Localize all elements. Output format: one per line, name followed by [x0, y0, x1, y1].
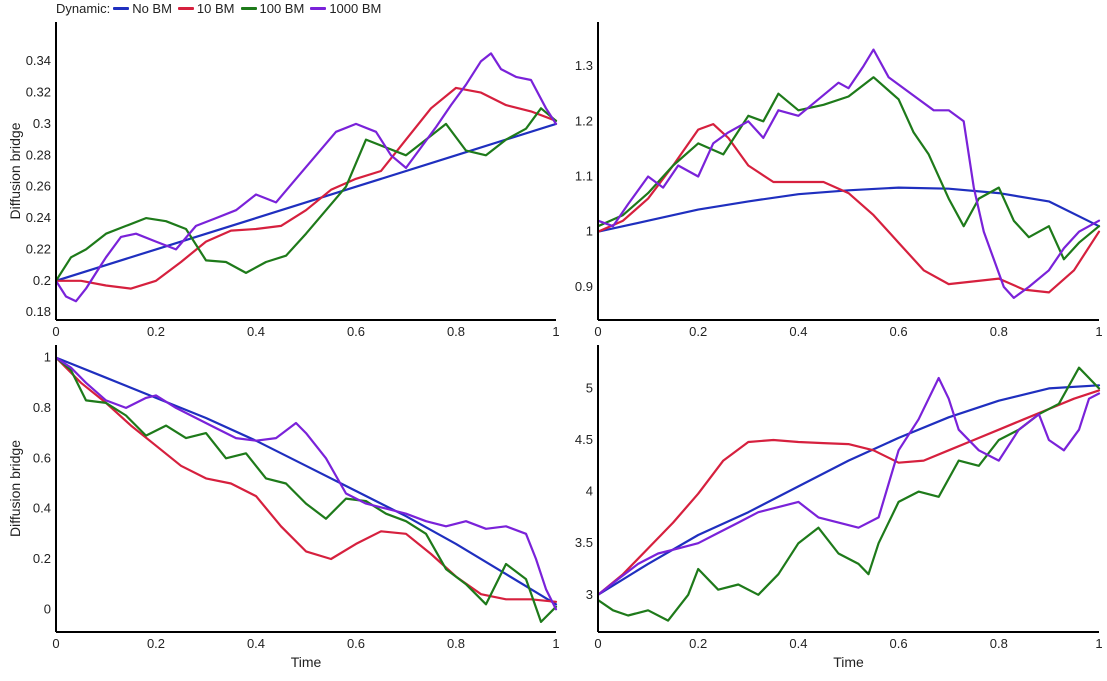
x-tick-label: 0	[52, 636, 59, 651]
x-tick-label: 0.2	[689, 324, 707, 339]
series-group	[598, 48, 1101, 299]
series-line-100-bm	[598, 366, 1101, 622]
panel-2: 0.9 1 1.1 1.2 1.3 0 0.2 0.4 0.6 0.8 1	[575, 22, 1103, 339]
y-tick-label: 0.6	[33, 450, 51, 465]
x-tick-label: 0.8	[447, 324, 465, 339]
series-line-100-bm	[56, 356, 558, 624]
y-tick-label: 3.5	[575, 535, 593, 550]
y-axis-title: Diffusion bridge	[7, 122, 23, 219]
x-tick-label: 0.2	[689, 636, 707, 651]
legend-label-10-bm: 10 BM	[196, 0, 235, 16]
series-line-no-bm	[598, 186, 1101, 233]
y-tick-label: 0	[44, 601, 51, 616]
series-line-10-bm	[56, 356, 558, 603]
y-tick-label: 0.9	[575, 279, 593, 294]
x-axis-title: Time	[291, 654, 322, 670]
x-tick-label: 0.8	[990, 324, 1008, 339]
series-line-no-bm	[598, 384, 1101, 596]
series-line-10-bm	[598, 389, 1101, 596]
legend-item-10-bm[interactable]: 10 BM	[177, 0, 235, 16]
series-line-10-bm	[56, 86, 558, 290]
x-tick-label: 1	[552, 636, 559, 651]
x-tick-label: 0.2	[147, 324, 165, 339]
y-tick-label: 1.2	[575, 113, 593, 128]
legend-label-1000-bm: 1000 BM	[329, 0, 382, 16]
x-tick-label: 0	[52, 324, 59, 339]
x-tick-label: 0	[594, 636, 601, 651]
panel-4: 3 3.5 4 4.5 5 0 0.2 0.4 0.6 0.8 1 Time	[575, 345, 1103, 670]
y-tick-label: 0.34	[26, 53, 51, 68]
y-tick-label: 5	[586, 380, 593, 395]
series-line-no-bm	[56, 122, 558, 282]
x-tick-label: 0.6	[347, 636, 365, 651]
y-tick-label: 0.18	[26, 304, 51, 319]
y-tick-label: 1	[44, 350, 51, 365]
legend-swatch-10-bm	[177, 6, 194, 10]
series-group	[56, 52, 558, 303]
series-line-1000-bm	[598, 376, 1101, 596]
y-tick-label: 0.26	[26, 179, 51, 194]
y-tick-label: 0.32	[26, 85, 51, 100]
legend-swatch-100-bm	[240, 6, 257, 10]
y-tick-label: 0.2	[33, 273, 51, 288]
y-tick-label: 1	[586, 224, 593, 239]
y-tick-label: 0.8	[33, 400, 51, 415]
y-tick-label: 4.5	[575, 432, 593, 447]
series-group	[598, 366, 1101, 622]
series-line-1000-bm	[598, 48, 1101, 299]
y-tick-label: 0.24	[26, 210, 51, 225]
x-tick-label: 0.6	[890, 324, 908, 339]
x-tick-label: 1	[1095, 636, 1102, 651]
y-tick-label: 4	[586, 484, 593, 499]
x-axis-title: Time	[833, 654, 864, 670]
series-line-100-bm	[598, 76, 1101, 261]
legend-item-100-bm[interactable]: 100 BM	[240, 0, 305, 16]
x-tick-label: 0.8	[990, 636, 1008, 651]
y-tick-label: 1.1	[575, 169, 593, 184]
y-tick-label: 3	[586, 587, 593, 602]
panel-1: 0.18 0.2 0.22 0.24 0.26 0.28 0.3 0.32 0.34 0 0.2 0.…	[7, 22, 560, 339]
legend-label-no-bm: No BM	[132, 0, 172, 16]
y-tick-label: 1.3	[575, 58, 593, 73]
legend-item-no-bm[interactable]: No BM	[113, 1, 172, 16]
y-tick-label: 0.4	[33, 501, 51, 516]
x-tick-label: 0.4	[789, 636, 807, 651]
x-tick-label: 0.6	[890, 636, 908, 651]
legend: Dynamic: No BM 10 BM 100 BM 1000 BM	[56, 0, 387, 16]
y-tick-label: 0.22	[26, 241, 51, 256]
x-tick-label: 0	[594, 324, 601, 339]
x-tick-label: 0.4	[247, 636, 265, 651]
series-line-1000-bm	[56, 356, 558, 611]
x-tick-label: 0.4	[247, 324, 265, 339]
series-group	[56, 356, 558, 624]
y-tick-label: 0.2	[33, 551, 51, 566]
series-line-100-bm	[56, 107, 558, 282]
y-axis-title: Diffusion bridge	[7, 440, 23, 537]
x-tick-label: 0.4	[789, 324, 807, 339]
legend-label-100-bm: 100 BM	[259, 0, 305, 16]
legend-swatch-no-bm	[113, 6, 130, 10]
x-tick-label: 0.6	[347, 324, 365, 339]
series-line-10-bm	[598, 122, 1101, 294]
series-line-1000-bm	[56, 52, 558, 303]
legend-title: Dynamic:	[56, 0, 111, 16]
y-tick-label: 0.3	[33, 116, 51, 131]
x-tick-label: 1	[1095, 324, 1102, 339]
series-line-no-bm	[56, 356, 558, 606]
y-tick-label: 0.28	[26, 147, 51, 162]
panel-3: 0 0.2 0.4 0.6 0.8 1 0 0.2 0.4 0.6 0.8 1 Diffusion br…	[7, 345, 560, 670]
x-tick-label: 0.2	[147, 636, 165, 651]
legend-item-1000-bm[interactable]: 1000 BM	[310, 1, 381, 16]
x-tick-label: 0.8	[447, 636, 465, 651]
x-tick-label: 1	[552, 324, 559, 339]
legend-swatch-1000-bm	[310, 6, 327, 10]
